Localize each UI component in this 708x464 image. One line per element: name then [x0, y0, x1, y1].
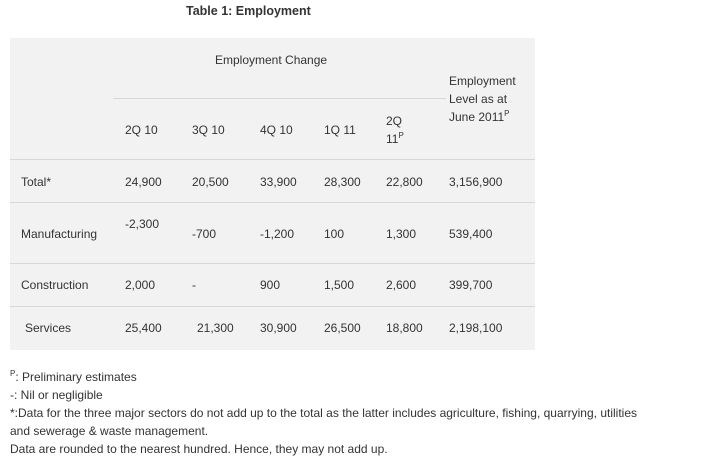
cell-manufacturing-4q10: -1,200 [260, 227, 295, 241]
cell-total-2q11: 22,800 [386, 175, 423, 189]
row-label-construction: Construction [21, 278, 89, 292]
cell-manufacturing-2q11: 1,300 [386, 227, 417, 241]
table-title: Table 1: Employment [186, 4, 311, 18]
cell-manufacturing-1q11: 100 [324, 227, 345, 241]
cell-total-1q11: 28,300 [324, 175, 361, 189]
employment-change-header: Employment Change [215, 53, 328, 67]
cell-manufacturing-3q10: -700 [192, 227, 217, 241]
cell-total-2q10: 24,900 [125, 175, 162, 189]
cell-services-2q10: 25,400 [125, 321, 162, 335]
cell-services-2q11: 18,800 [386, 321, 423, 335]
col-header-4q10: 4Q 10 [260, 123, 293, 137]
row-label-services: Services [25, 321, 72, 335]
cell-total-4q10: 33,900 [260, 175, 297, 189]
col-header-2q11-line2: 11P [386, 131, 404, 147]
cell-manufacturing-level: 539,400 [449, 227, 493, 241]
col-header-level-line3: June 2011P [449, 109, 510, 125]
cell-services-4q10: 30,900 [260, 321, 297, 335]
preliminary-marker: P [504, 109, 510, 118]
cell-construction-4q10: 900 [260, 278, 281, 292]
header-divider [113, 98, 446, 99]
row-divider [10, 159, 535, 160]
col-header-level-line1: Employment [449, 74, 516, 88]
preliminary-marker: P [10, 369, 16, 378]
note-sectors-line1: *:Data for the three major sectors do no… [10, 406, 638, 420]
row-divider [10, 306, 535, 307]
row-label-manufacturing: Manufacturing [21, 227, 98, 241]
col-header-2q10: 2Q 10 [125, 123, 158, 137]
preliminary-marker: P [398, 131, 404, 140]
table-notes: P: Preliminary estimates -: Nil or negli… [10, 368, 705, 458]
cell-construction-2q11: 2,600 [386, 278, 417, 292]
row-label-total: Total* [21, 175, 52, 189]
cell-construction-3q10: - [192, 278, 196, 292]
cell-construction-2q10: 2,000 [125, 278, 156, 292]
cell-services-level: 2,198,100 [449, 321, 503, 335]
row-divider [10, 202, 535, 203]
cell-services-3q10: 21,300 [197, 321, 234, 335]
col-header-2q11-line1: 2Q [386, 114, 403, 128]
note-sectors-line2: and sewerage & waste management. [10, 424, 209, 438]
note-preliminary: P: Preliminary estimates [10, 369, 137, 385]
employment-table: Employment Change 2Q 10 3Q 10 4Q 10 1Q 1… [10, 38, 535, 350]
col-header-3q10: 3Q 10 [192, 123, 225, 137]
row-divider [10, 263, 535, 264]
cell-construction-level: 399,700 [449, 278, 493, 292]
cell-total-3q10: 20,500 [192, 175, 229, 189]
cell-construction-1q11: 1,500 [324, 278, 355, 292]
cell-services-1q11: 26,500 [324, 321, 361, 335]
col-header-level-line2: Level as at [449, 92, 508, 106]
note-rounding: Data are rounded to the nearest hundred.… [10, 442, 388, 456]
cell-manufacturing-2q10: -2,300 [125, 217, 160, 231]
note-nil: -: Nil or negligible [10, 388, 103, 402]
col-header-1q11: 1Q 11 [324, 123, 356, 137]
cell-total-level: 3,156,900 [449, 175, 503, 189]
